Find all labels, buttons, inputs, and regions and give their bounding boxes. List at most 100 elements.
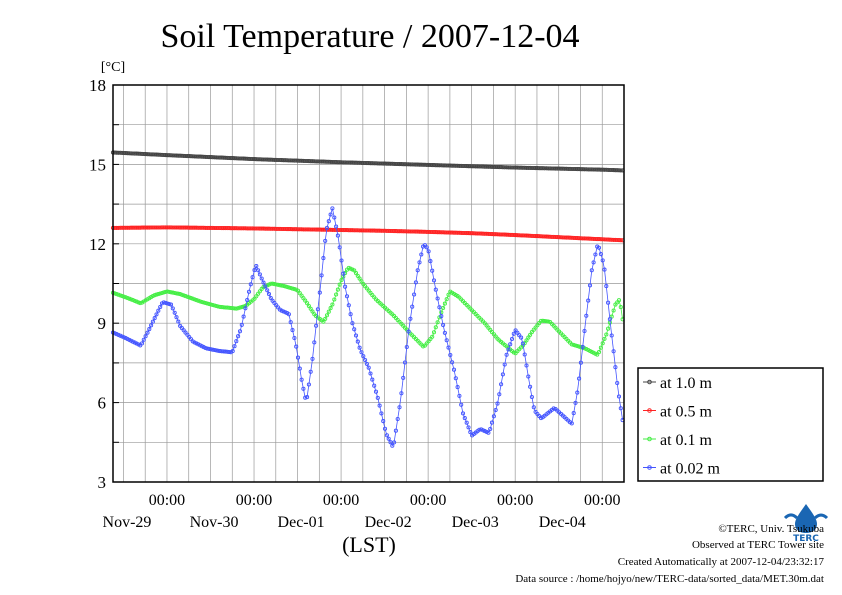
data-point [355, 160, 360, 165]
data-point [575, 390, 580, 395]
y-tick-label: 15 [89, 155, 106, 174]
data-point [618, 238, 623, 243]
data-point [203, 345, 208, 351]
data-point [263, 157, 268, 162]
data-point [524, 363, 529, 368]
data-point [468, 430, 473, 435]
data-point [598, 345, 603, 350]
data-point [183, 153, 188, 159]
data-point [341, 160, 346, 165]
data-point [332, 215, 337, 220]
data-point [259, 276, 264, 281]
data-point [455, 385, 460, 390]
data-point [290, 227, 295, 232]
data-point [145, 330, 150, 335]
data-point [497, 392, 502, 397]
data-point [573, 343, 578, 348]
data-point [595, 167, 600, 172]
data-point [439, 314, 444, 319]
data-point [339, 258, 344, 263]
y-tick-label: 18 [89, 76, 106, 95]
data-point [154, 312, 159, 317]
data-point [417, 260, 422, 265]
data-point [301, 158, 306, 163]
data-point [477, 164, 482, 169]
data-point [499, 382, 504, 387]
data-point [377, 403, 382, 408]
data-point [344, 294, 350, 299]
data-point [207, 346, 212, 351]
data-point [526, 335, 531, 340]
data-point [201, 300, 206, 305]
x-tick-time-label: 00:00 [584, 492, 620, 509]
data-point [446, 345, 451, 350]
data-point [607, 167, 612, 173]
data-point [172, 290, 177, 296]
data-point [593, 252, 598, 257]
data-point [430, 334, 435, 339]
data-point [462, 416, 467, 421]
data-point [116, 292, 121, 297]
data-point [205, 346, 210, 351]
data-point [205, 301, 210, 306]
data-point [170, 290, 175, 295]
data-point [584, 236, 589, 241]
data-point [147, 327, 152, 332]
data-point [221, 349, 226, 354]
terc-logo: TERC [783, 504, 829, 542]
data-point [167, 289, 172, 294]
data-point [305, 301, 310, 306]
data-point [596, 350, 602, 355]
data-point [152, 293, 157, 298]
data-point [212, 303, 217, 308]
series-at-0-02-m [110, 206, 625, 448]
data-point [196, 298, 201, 303]
series-at-0-1-m [110, 265, 625, 357]
data-point [208, 302, 213, 307]
data-point [353, 333, 359, 338]
data-point [328, 212, 333, 217]
y-tick-label: 9 [98, 314, 107, 333]
data-point [591, 260, 596, 265]
data-point [526, 374, 531, 379]
data-point [442, 330, 447, 335]
data-point [433, 325, 438, 330]
data-point [437, 305, 442, 310]
data-point [176, 291, 181, 296]
series-at-0-5-m [110, 225, 625, 243]
data-point [232, 344, 237, 349]
legend-marker [647, 408, 652, 413]
data-point [500, 165, 505, 170]
data-point [575, 343, 580, 349]
data-point [437, 163, 442, 168]
data-point [528, 384, 533, 389]
data-point [488, 426, 493, 432]
data-point [274, 157, 279, 162]
data-point [368, 161, 373, 166]
data-point [288, 158, 293, 163]
data-point [170, 306, 175, 311]
data-point [442, 301, 447, 306]
data-point [502, 232, 507, 237]
data-point [370, 161, 375, 166]
data-point [439, 310, 444, 315]
data-point [401, 375, 406, 380]
data-point [375, 395, 380, 400]
data-point [321, 319, 326, 324]
data-point [254, 264, 259, 269]
data-point [569, 166, 574, 172]
data-point [546, 319, 551, 324]
data-point [245, 297, 250, 303]
data-point [595, 237, 600, 242]
data-point [179, 292, 184, 297]
data-point [606, 326, 611, 331]
data-point [234, 226, 239, 231]
data-point [524, 338, 529, 343]
data-point [181, 225, 186, 230]
data-point [116, 225, 121, 230]
data-point [315, 307, 320, 312]
data-point [433, 287, 438, 292]
data-point [290, 286, 295, 291]
data-point [381, 419, 386, 424]
